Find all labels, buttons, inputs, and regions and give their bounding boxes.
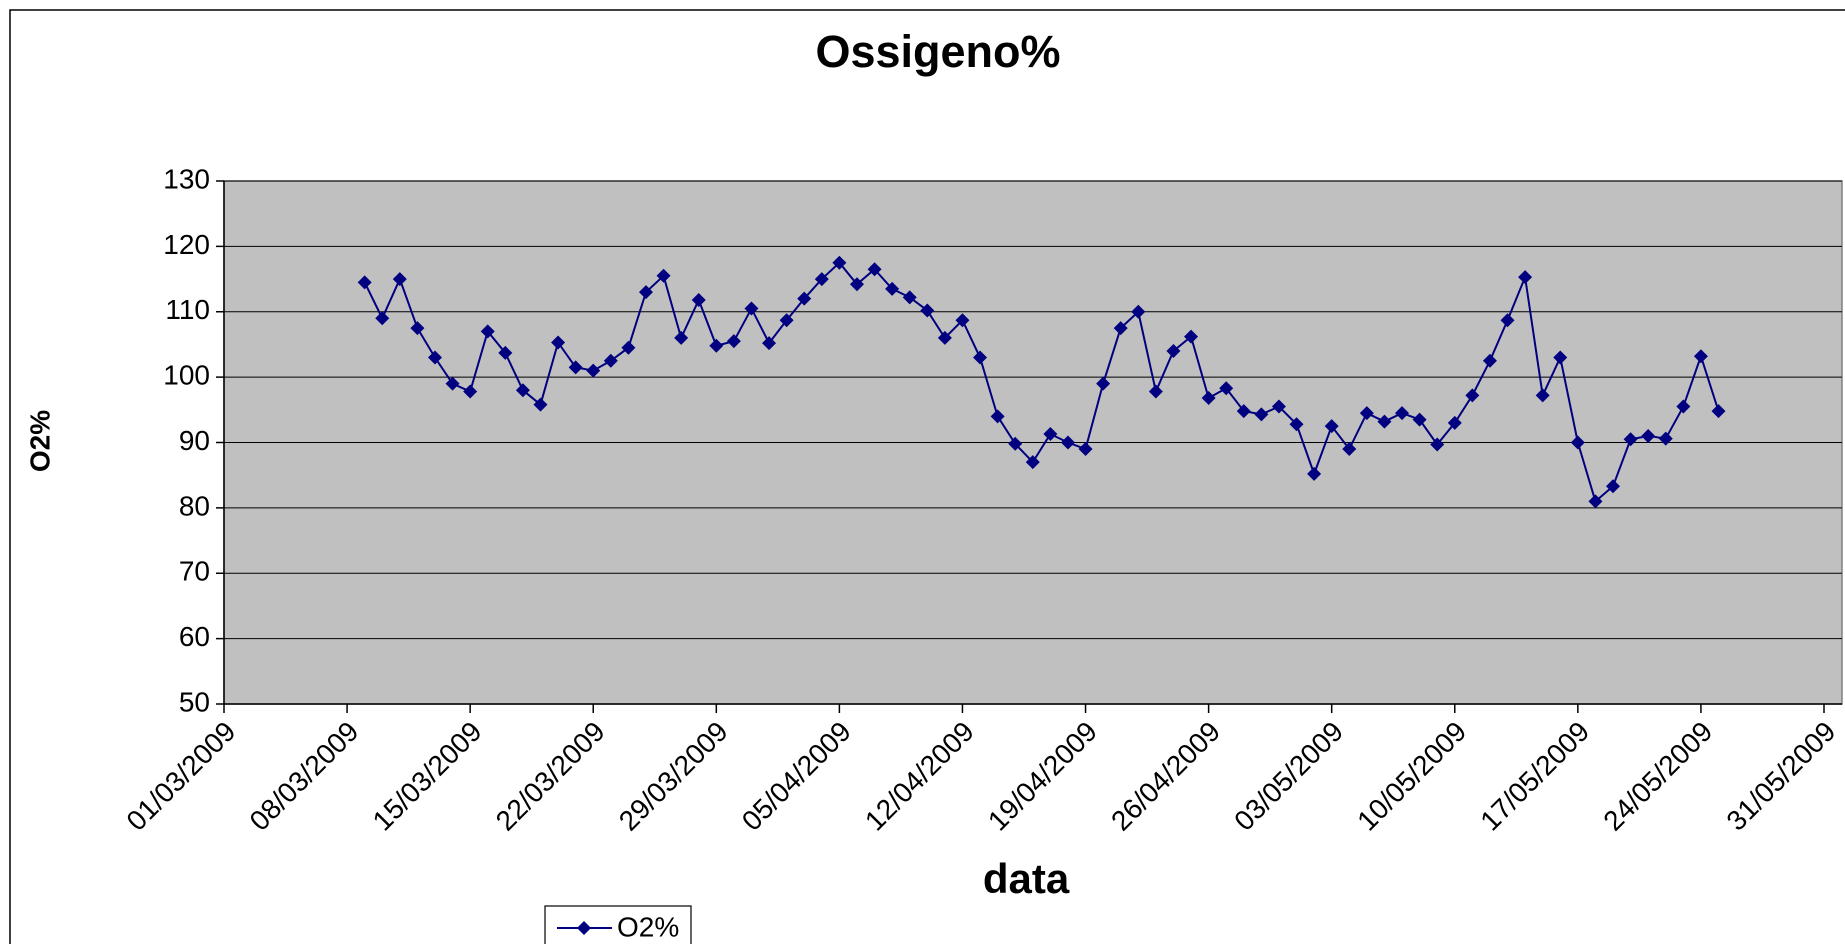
data-point: [779, 313, 794, 328]
data-point: [674, 330, 689, 345]
data-point: [955, 313, 970, 328]
data-point: [1008, 436, 1023, 451]
data-point: [885, 281, 900, 296]
data-point: [1078, 442, 1093, 457]
data-point: [427, 350, 442, 365]
data-point: [1307, 466, 1322, 481]
data-point: [445, 376, 460, 391]
data-point: [621, 340, 636, 355]
data-point: [603, 353, 618, 368]
legend-marker: [577, 921, 591, 935]
data-point: [973, 350, 988, 365]
data-point: [1043, 427, 1058, 442]
data-point: [551, 335, 566, 350]
data-point: [1482, 353, 1497, 368]
data-point: [1377, 414, 1392, 429]
data-point: [1201, 391, 1216, 406]
data-point: [832, 255, 847, 270]
data-point: [814, 272, 829, 287]
data-point: [1606, 479, 1621, 494]
data-point: [1693, 349, 1708, 364]
data-point: [1641, 428, 1656, 443]
data-point: [656, 268, 671, 283]
data-point: [691, 292, 706, 307]
y-axis-label: O2%: [24, 410, 55, 472]
data-point: [1447, 415, 1462, 430]
data-point: [1465, 388, 1480, 403]
data-point: [392, 272, 407, 287]
data-point: [533, 397, 548, 412]
y-tick-label: 80: [179, 490, 210, 521]
data-point: [1588, 494, 1603, 509]
data-point: [1711, 404, 1726, 419]
data-point: [1324, 419, 1339, 434]
y-tick-label: 90: [179, 425, 210, 456]
data-point: [709, 338, 724, 353]
data-point: [1096, 376, 1111, 391]
data-point: [744, 301, 759, 316]
data-point: [1271, 399, 1286, 414]
data-point: [1623, 432, 1638, 447]
data-point: [867, 262, 882, 277]
data-point: [586, 363, 601, 378]
y-tick-label: 130: [163, 163, 210, 194]
data-point: [726, 334, 741, 349]
data-point: [498, 345, 513, 360]
data-point: [515, 383, 530, 398]
data-point: [1184, 329, 1199, 344]
legend-label: O2%: [617, 911, 679, 942]
data-point: [1570, 435, 1585, 450]
data-point: [1342, 442, 1357, 457]
data-point: [1412, 412, 1427, 427]
data-point: [375, 311, 390, 326]
data-point: [1113, 321, 1128, 336]
data-point: [410, 321, 425, 336]
data-point: [1131, 304, 1146, 319]
data-point: [357, 275, 372, 290]
y-tick-label: 70: [179, 556, 210, 587]
data-point: [1166, 343, 1181, 358]
data-point: [902, 290, 917, 305]
data-point: [1148, 384, 1163, 399]
x-axis-label: data: [983, 855, 1070, 902]
data-point: [1658, 431, 1673, 446]
data-point: [920, 303, 935, 318]
data-point: [1219, 381, 1234, 396]
data-point: [849, 277, 864, 292]
data-point: [1025, 455, 1040, 470]
y-tick-label: 120: [163, 229, 210, 260]
chart-title: Ossigeno%: [815, 26, 1060, 77]
data-point: [762, 336, 777, 351]
data-point: [990, 409, 1005, 424]
data-point: [638, 285, 653, 300]
data-point: [1553, 350, 1568, 365]
y-tick-label: 100: [163, 360, 210, 391]
data-point: [1395, 406, 1410, 421]
data-point: [463, 384, 478, 399]
data-point: [1430, 437, 1445, 452]
data-point: [1359, 406, 1374, 421]
data-point: [1060, 435, 1075, 450]
data-point: [1518, 270, 1533, 285]
y-tick-label: 60: [179, 621, 210, 652]
data-point: [1500, 313, 1515, 328]
data-point: [1676, 399, 1691, 414]
data-point: [480, 324, 495, 339]
y-tick-label: 50: [179, 686, 210, 717]
data-point: [1236, 404, 1251, 419]
data-point: [1535, 388, 1550, 403]
data-point: [568, 360, 583, 375]
y-tick-label: 110: [165, 294, 210, 325]
data-point: [1289, 417, 1304, 432]
data-point: [1254, 407, 1269, 422]
legend-box: [544, 905, 692, 944]
data-point: [797, 291, 812, 306]
data-point: [937, 330, 952, 345]
